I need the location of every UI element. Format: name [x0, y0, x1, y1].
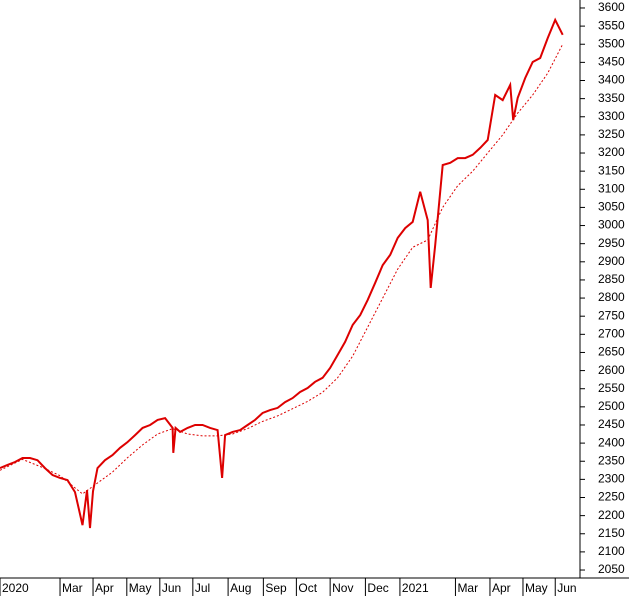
- y-tick-label: 2400: [598, 435, 625, 449]
- x-tick-label: Apr: [492, 581, 511, 595]
- y-tick-label: 3350: [598, 91, 625, 105]
- x-tick-label: Jun: [557, 581, 576, 595]
- y-tick-label: 3600: [598, 0, 625, 14]
- y-tick-label: 3150: [598, 163, 625, 177]
- x-tick-label: Nov: [332, 581, 353, 595]
- x-tick-label: Oct: [298, 581, 317, 595]
- x-tick-label: Apr: [95, 581, 114, 595]
- y-tick-label: 3100: [598, 181, 625, 195]
- y-tick-label: 2700: [598, 326, 625, 340]
- y-tick-label: 3500: [598, 36, 625, 50]
- x-tick-label: 2021: [402, 581, 429, 595]
- x-tick-label: May: [525, 581, 548, 595]
- y-tick-label: 2750: [598, 308, 625, 322]
- y-tick-label: 2050: [598, 562, 625, 576]
- y-tick-label: 3400: [598, 73, 625, 87]
- y-tick-label: 2500: [598, 399, 625, 413]
- y-tick-label: 2950: [598, 236, 625, 250]
- x-tick-label: Jul: [195, 581, 210, 595]
- y-tick-label: 2850: [598, 272, 625, 286]
- y-tick-label: 3050: [598, 200, 625, 214]
- y-tick-label: 3550: [598, 18, 625, 32]
- y-tick-label: 3000: [598, 218, 625, 232]
- y-tick-label: 2550: [598, 381, 625, 395]
- x-tick-label: Mar: [457, 581, 478, 595]
- y-tick-label: 2350: [598, 453, 625, 467]
- y-tick-label: 2200: [598, 508, 625, 522]
- x-tick-label: Aug: [230, 581, 251, 595]
- y-tick-label: 2300: [598, 472, 625, 486]
- y-tick-label: 3200: [598, 145, 625, 159]
- x-tick-label: Mar: [62, 581, 83, 595]
- y-tick-label: 2800: [598, 290, 625, 304]
- moving-average-line: [0, 43, 564, 495]
- y-tick-label: 2150: [598, 526, 625, 540]
- y-tick-label: 3300: [598, 109, 625, 123]
- y-tick-label: 3250: [598, 127, 625, 141]
- x-tick-label: Dec: [367, 581, 388, 595]
- y-tick-label: 2250: [598, 490, 625, 504]
- x-tick-label: May: [129, 581, 152, 595]
- y-tick-label: 2900: [598, 254, 625, 268]
- price-line: [0, 17, 564, 529]
- y-tick-label: 2100: [598, 544, 625, 558]
- x-tick-label: 2020: [2, 581, 29, 595]
- x-tick-label: Jun: [162, 581, 181, 595]
- x-tick-label: Sep: [265, 581, 287, 595]
- y-tick-label: 3450: [598, 55, 625, 69]
- y-tick-label: 2600: [598, 363, 625, 377]
- y-tick-label: 2650: [598, 345, 625, 359]
- y-tick-label: 2450: [598, 417, 625, 431]
